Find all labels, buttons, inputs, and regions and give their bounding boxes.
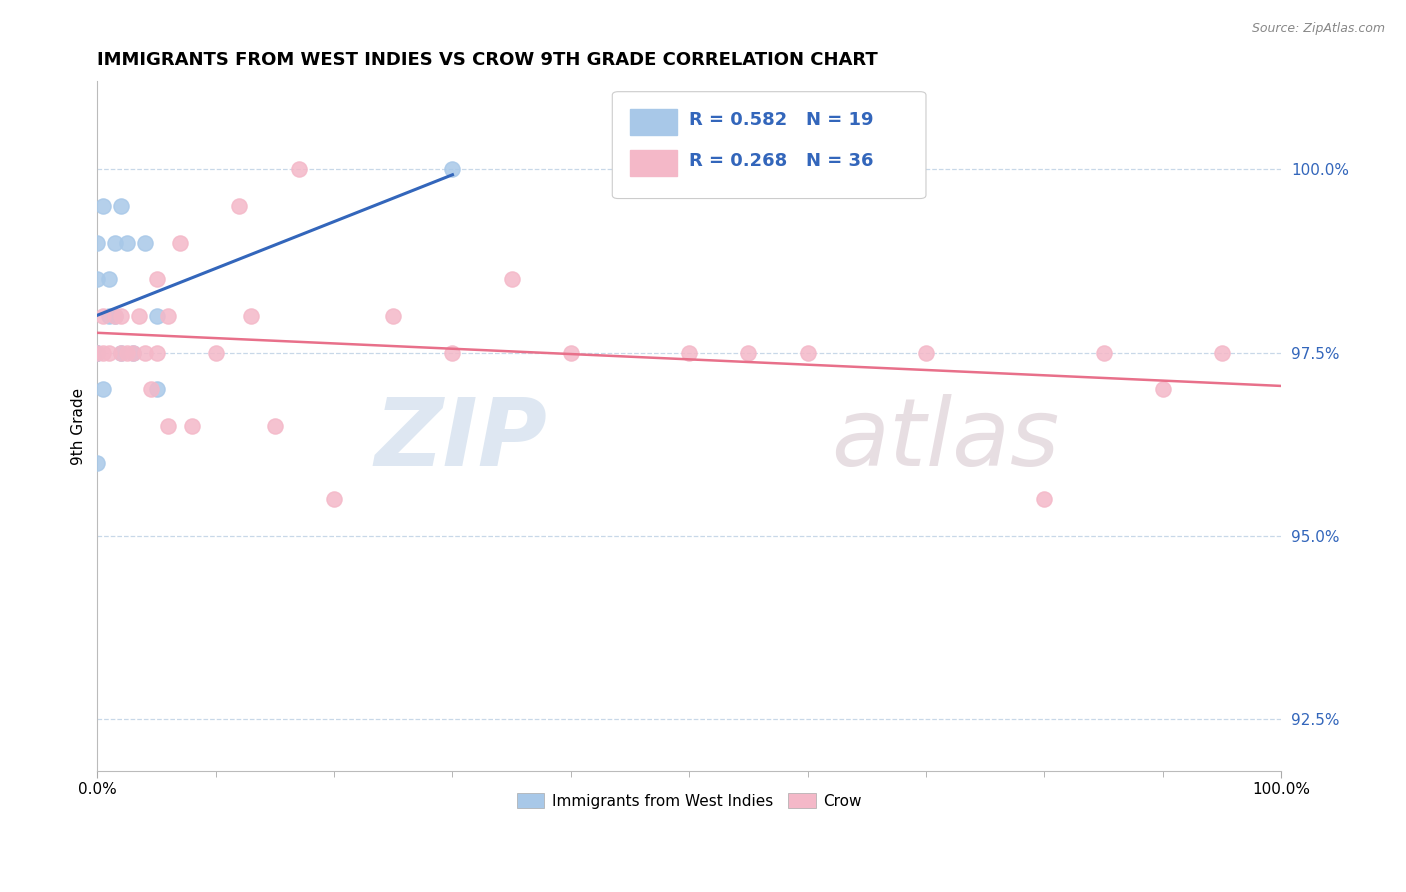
Text: IMMIGRANTS FROM WEST INDIES VS CROW 9TH GRADE CORRELATION CHART: IMMIGRANTS FROM WEST INDIES VS CROW 9TH … [97,51,879,69]
Point [104,309,127,323]
Point [121,345,143,359]
Text: R = 0.582   N = 19: R = 0.582 N = 19 [689,111,873,129]
Point [501,272,523,286]
Point [86,345,108,359]
Text: atlas: atlas [831,394,1060,485]
Point [91,345,114,359]
Point [287,162,309,177]
Point [1211,345,1233,359]
Point [1033,492,1056,507]
Point [240,309,263,323]
Point [86,345,108,359]
Point [382,309,405,323]
Point [169,235,191,250]
Point [441,345,464,359]
Point [157,419,180,434]
Point [1092,345,1115,359]
Point [91,309,114,323]
Point [98,309,121,323]
FancyBboxPatch shape [630,109,678,135]
Point [86,272,108,286]
FancyBboxPatch shape [612,92,927,199]
Point [134,235,156,250]
Point [145,272,167,286]
Text: R = 0.268   N = 36: R = 0.268 N = 36 [689,153,873,170]
Point [560,345,582,359]
Point [145,309,167,323]
Point [145,382,167,396]
Point [181,419,204,434]
Point [110,309,132,323]
Point [110,345,132,359]
Point [323,492,346,507]
Point [104,309,127,323]
Point [98,272,121,286]
Point [1152,382,1174,396]
Text: Source: ZipAtlas.com: Source: ZipAtlas.com [1251,22,1385,36]
Point [915,345,938,359]
Point [796,345,818,359]
Point [110,199,132,213]
Legend: Immigrants from West Indies, Crow: Immigrants from West Indies, Crow [510,787,868,814]
Point [228,199,250,213]
Point [115,345,138,359]
Point [139,382,162,396]
Point [91,382,114,396]
Point [204,345,226,359]
Text: ZIP: ZIP [374,393,547,486]
Point [157,309,180,323]
Point [91,199,114,213]
Point [145,345,167,359]
Point [134,345,156,359]
Point [441,162,464,177]
Point [86,235,108,250]
Point [110,345,132,359]
Point [98,345,121,359]
Point [128,309,150,323]
Point [86,345,108,359]
Point [104,235,127,250]
Point [737,345,759,359]
Point [121,345,143,359]
Y-axis label: 9th Grade: 9th Grade [72,387,86,465]
Point [115,235,138,250]
Point [264,419,287,434]
FancyBboxPatch shape [630,150,678,177]
Point [678,345,700,359]
Point [86,456,108,470]
